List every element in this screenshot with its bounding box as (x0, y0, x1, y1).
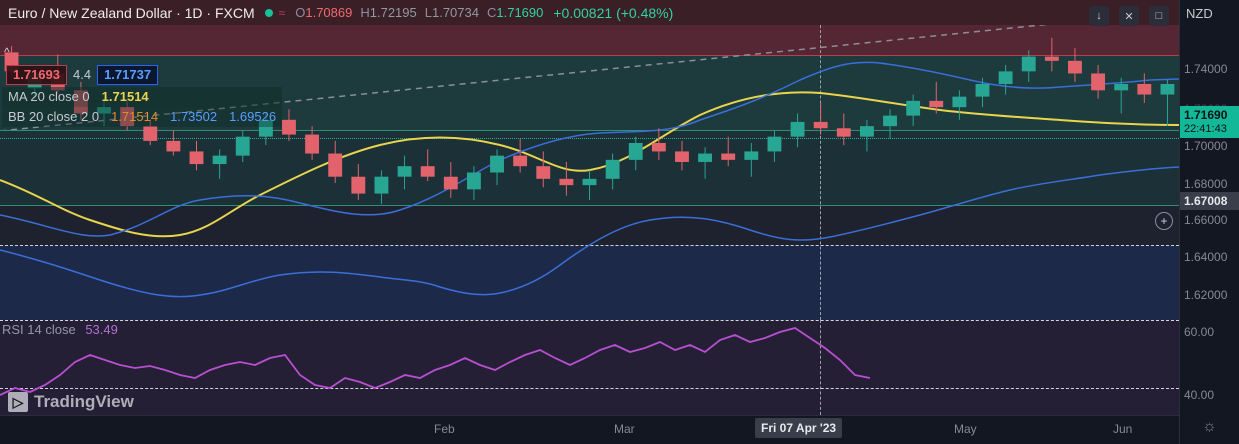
symbol-title[interactable]: Euro / New Zealand Dollar · 1D · FXCM (8, 5, 255, 21)
rsi-tick: 60.00 (1184, 325, 1214, 339)
candle-body[interactable] (1022, 57, 1036, 72)
price-tick: 1.68000 (1184, 177, 1227, 191)
tradingview-logo-icon: ▷ (8, 392, 28, 412)
candle-body[interactable] (143, 126, 157, 141)
ohlc-change: +0.00821 (+0.48%) (553, 5, 673, 21)
rsi-legend-box: RSI 14 close 53.49 (2, 322, 118, 337)
time-tick: May (954, 422, 977, 436)
chart-header-bar: Euro / New Zealand Dollar · 1D · FXCM ≈ … (0, 0, 1179, 25)
candle-body[interactable] (837, 128, 851, 136)
price-tick: 1.70000 (1184, 139, 1227, 153)
candle-body[interactable] (375, 177, 389, 194)
candle-body[interactable] (444, 177, 458, 190)
candle-body[interactable] (305, 135, 319, 154)
crosshair-price-box[interactable]: 1.67008 (1180, 192, 1239, 210)
ohlc-high: 1.72195 (370, 5, 417, 20)
candle-body[interactable] (583, 179, 597, 185)
candle-body[interactable] (791, 122, 805, 137)
candle-body[interactable] (952, 97, 966, 108)
candle-body[interactable] (190, 151, 204, 164)
price-tick: 1.64000 (1184, 250, 1227, 264)
candle-body[interactable] (976, 84, 990, 97)
time-tick: Mar (614, 422, 635, 436)
close-icon[interactable]: ✕ (1119, 6, 1139, 26)
candle-body[interactable] (559, 179, 573, 185)
candle-body[interactable] (814, 122, 828, 128)
candle-body[interactable] (213, 156, 227, 164)
candle-body[interactable] (999, 71, 1013, 84)
candle-body[interactable] (282, 120, 296, 135)
price-tick: 1.66000 (1184, 213, 1227, 227)
price-axis-panel[interactable]: NZD 1.74000 1.72000 1.71690 22:41:43 1.7… (1179, 0, 1239, 444)
candle-body[interactable] (1161, 84, 1175, 95)
candle-body[interactable] (536, 166, 550, 179)
candle-body[interactable] (1137, 84, 1151, 95)
candle-body[interactable] (698, 154, 712, 162)
candle-body[interactable] (351, 177, 365, 194)
candle-body[interactable] (421, 166, 435, 177)
chart-top-right-toolbar: ↓ ✕ □ (1089, 6, 1169, 26)
tradingview-chart-window: Euro / New Zealand Dollar · 1D · FXCM ≈ … (0, 0, 1239, 444)
price-tick: 1.74000 (1184, 62, 1227, 76)
candle-body[interactable] (883, 116, 897, 127)
candle-body[interactable] (1068, 61, 1082, 74)
current-bid-price-box[interactable]: 1.71693 (6, 65, 67, 85)
add-indicator-icon[interactable]: + (1155, 212, 1173, 230)
candle-body[interactable] (328, 154, 342, 177)
candle-body[interactable] (860, 126, 874, 137)
candle-body[interactable] (513, 156, 527, 167)
realtime-wifi-icon: ≈ (279, 6, 286, 20)
candle-body[interactable] (490, 156, 504, 173)
download-icon[interactable]: ↓ (1089, 6, 1109, 26)
candle-body[interactable] (236, 137, 250, 156)
price-tick: 1.62000 (1184, 288, 1227, 302)
candle-body[interactable] (652, 143, 666, 151)
current-ask-price-box[interactable]: 1.71737 (97, 65, 158, 85)
candle-body[interactable] (166, 141, 180, 152)
rsi-tick: 40.00 (1184, 388, 1214, 402)
current-time-tick-highlighted[interactable]: Fri 07 Apr '23 (755, 418, 842, 438)
settings-icon[interactable]: ☼ (1180, 418, 1239, 436)
candle-body[interactable] (606, 160, 620, 179)
candle-body[interactable] (906, 101, 920, 116)
candle-body[interactable] (744, 151, 758, 159)
rsi-line (0, 328, 870, 395)
candle-body[interactable] (675, 151, 689, 162)
currency-dropdown[interactable]: NZD (1186, 6, 1213, 21)
fullscreen-icon[interactable]: □ (1149, 6, 1169, 26)
time-axis-panel[interactable]: Feb Mar Fri 07 Apr '23 May Jun (0, 415, 1179, 444)
price-scale-legend: 1.71693 4.4 1.71737 MA 20 close 0 1.7151… (2, 63, 282, 127)
candle-body[interactable] (1045, 57, 1059, 61)
candle-body[interactable] (467, 173, 481, 190)
ohlc-low: 1.70734 (432, 5, 479, 20)
ma-legend-row[interactable]: MA 20 close 0 1.71514 (2, 87, 282, 107)
time-tick: Feb (434, 422, 455, 436)
current-price-highlight-box[interactable]: 1.71690 22:41:43 (1180, 106, 1239, 138)
candle-body[interactable] (721, 154, 735, 160)
status-dot-icon (265, 9, 273, 17)
candle-body[interactable] (929, 101, 943, 107)
time-tick: Jun (1113, 422, 1132, 436)
candle-body[interactable] (1114, 84, 1128, 90)
ohlc-open: 1.70869 (305, 5, 352, 20)
spread-value: 4.4 (73, 67, 91, 83)
rsi-indicator-pane[interactable]: RSI 14 close 53.49 (0, 320, 1179, 415)
tradingview-watermark: ▷ TradingView (8, 392, 134, 412)
bb-legend-row[interactable]: BB 20 close 2 0 1.71514 1.73502 1.69526 (2, 107, 282, 127)
candle-body[interactable] (398, 166, 412, 177)
candle-body[interactable] (768, 137, 782, 152)
candle-body[interactable] (1091, 73, 1105, 90)
candle-body[interactable] (629, 143, 643, 160)
price-chart-pane[interactable]: ^ + 1.71693 4.4 1.71737 MA 20 close 0 1.… (0, 25, 1179, 320)
ohlc-close: 1.71690 (496, 5, 543, 20)
